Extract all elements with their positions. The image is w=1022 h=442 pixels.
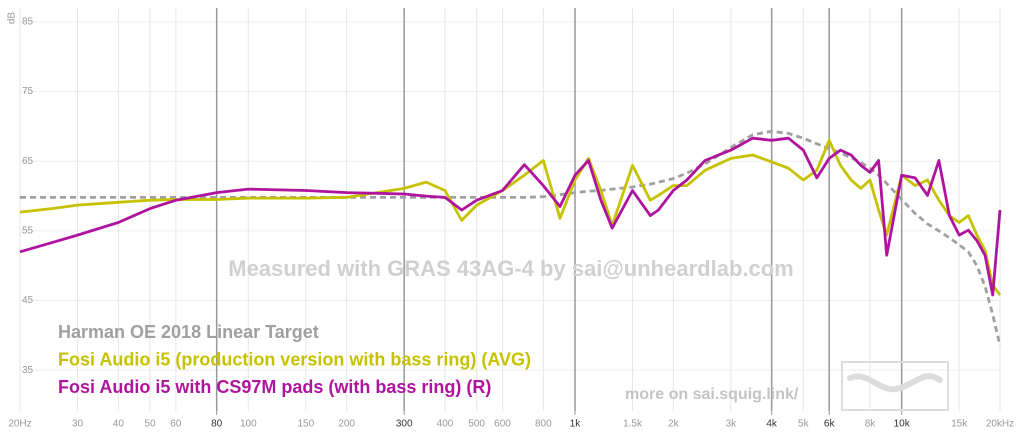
y-axis-label: dB: [7, 12, 18, 25]
legend-entry: Fosi Audio i5 with CS97M pads (with bass…: [58, 377, 491, 397]
y-tick-label: 35: [22, 365, 34, 376]
series-line: [20, 129, 1002, 347]
x-tick-label: 40: [113, 419, 125, 430]
series-group: [19, 129, 1002, 347]
x-tick-label: 1k: [570, 419, 582, 430]
x-tick-label: 20kHz: [986, 419, 1014, 430]
y-tick-label: 85: [22, 17, 34, 28]
watermark: Measured with GRAS 43AG-4 by sai@unheard…: [228, 256, 793, 281]
x-tick-label: 400: [437, 419, 454, 430]
site-link: more on sai.squig.link/: [625, 386, 799, 403]
x-tick-label: 5k: [798, 419, 810, 430]
legend-entry: Fosi Audio i5 (production version with b…: [58, 349, 531, 369]
logo-wave: [847, 373, 943, 393]
x-tick-label: 200: [338, 419, 355, 430]
x-tick-label: 30: [72, 419, 84, 430]
legend-entry: Harman OE 2018 Linear Target: [58, 322, 319, 342]
x-tick-label: 10k: [894, 419, 911, 430]
x-tick-label: 3k: [726, 419, 738, 430]
x-tick-label: 60: [170, 419, 182, 430]
x-tick-label: 6k: [824, 419, 836, 430]
y-tick-label: 45: [22, 295, 34, 306]
x-tick-label: 300: [396, 419, 413, 430]
x-tick-label: 80: [211, 419, 223, 430]
x-tick-label: 800: [535, 419, 552, 430]
x-tick-label: 500: [468, 419, 485, 430]
x-tick-label: 15k: [951, 419, 968, 430]
x-tick-label: 1.5k: [623, 419, 643, 430]
x-tick-label: 600: [494, 419, 511, 430]
y-tick-label: 75: [22, 86, 34, 97]
x-tick-label: 20Hz: [8, 419, 31, 430]
logo-box: [841, 361, 949, 411]
x-tick-label: 4k: [766, 419, 778, 430]
x-tick-label: 50: [144, 419, 156, 430]
x-tick-label: 8k: [865, 419, 877, 430]
logo: [841, 361, 949, 411]
y-tick-label: 55: [22, 226, 34, 237]
y-tick-label: 65: [22, 156, 34, 167]
series-line: [19, 136, 1002, 297]
x-tick-label: 2k: [668, 419, 680, 430]
x-tick-label: 150: [298, 419, 315, 430]
x-tick-label: 100: [240, 419, 257, 430]
